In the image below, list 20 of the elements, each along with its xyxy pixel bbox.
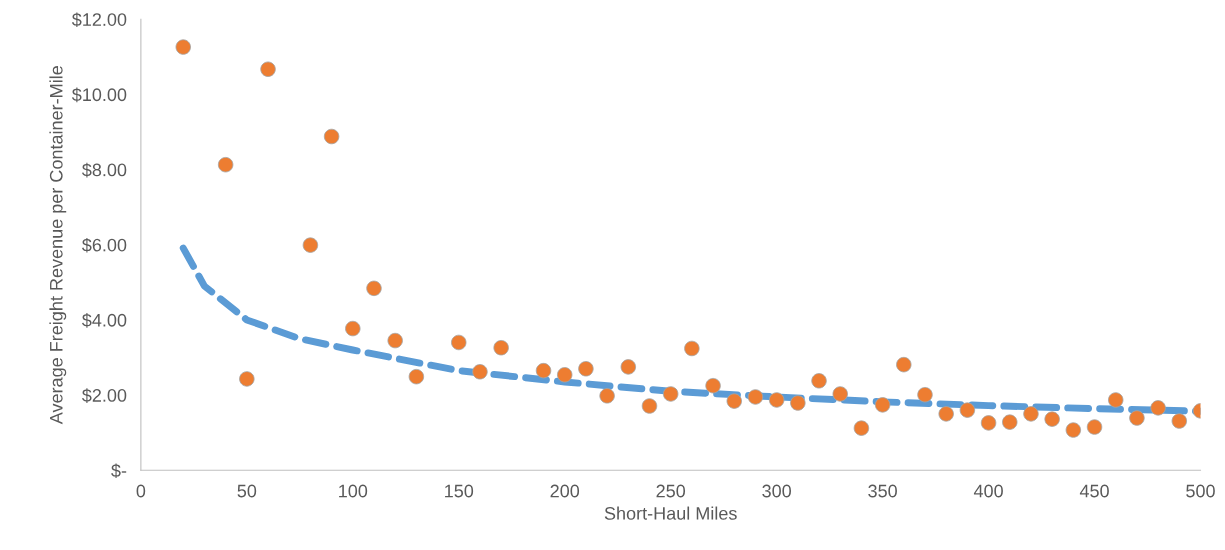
- x-tick-label: 200: [550, 484, 580, 498]
- x-axis-title: Short-Haul Miles: [604, 506, 737, 520]
- y-tick-label: $-: [111, 463, 127, 479]
- x-tick-label: 150: [445, 484, 474, 498]
- y-tick-label: $8.00: [82, 162, 127, 178]
- y-tick-label: $10.00: [71, 87, 127, 103]
- x-tick-label: 350: [868, 484, 897, 498]
- x-tick-label: 100: [339, 484, 368, 498]
- y-tick-label: $6.00: [82, 237, 127, 253]
- y-tick-label: $12.00: [71, 12, 127, 28]
- x-tick-label: 400: [973, 484, 1003, 498]
- x-tick-label: 50: [237, 484, 257, 498]
- x-tick-label: 450: [1079, 484, 1109, 498]
- y-tick-label: $4.00: [82, 313, 127, 328]
- y-tick-label: $2.00: [82, 388, 127, 403]
- x-tick-label: 300: [762, 484, 792, 498]
- x-tick-label: 250: [656, 484, 686, 498]
- y-axis-title: Average Freight Revenue per Container-Mile: [49, 66, 67, 425]
- x-tick-label: 500: [1186, 484, 1215, 498]
- x-tick-label: 0: [136, 484, 146, 498]
